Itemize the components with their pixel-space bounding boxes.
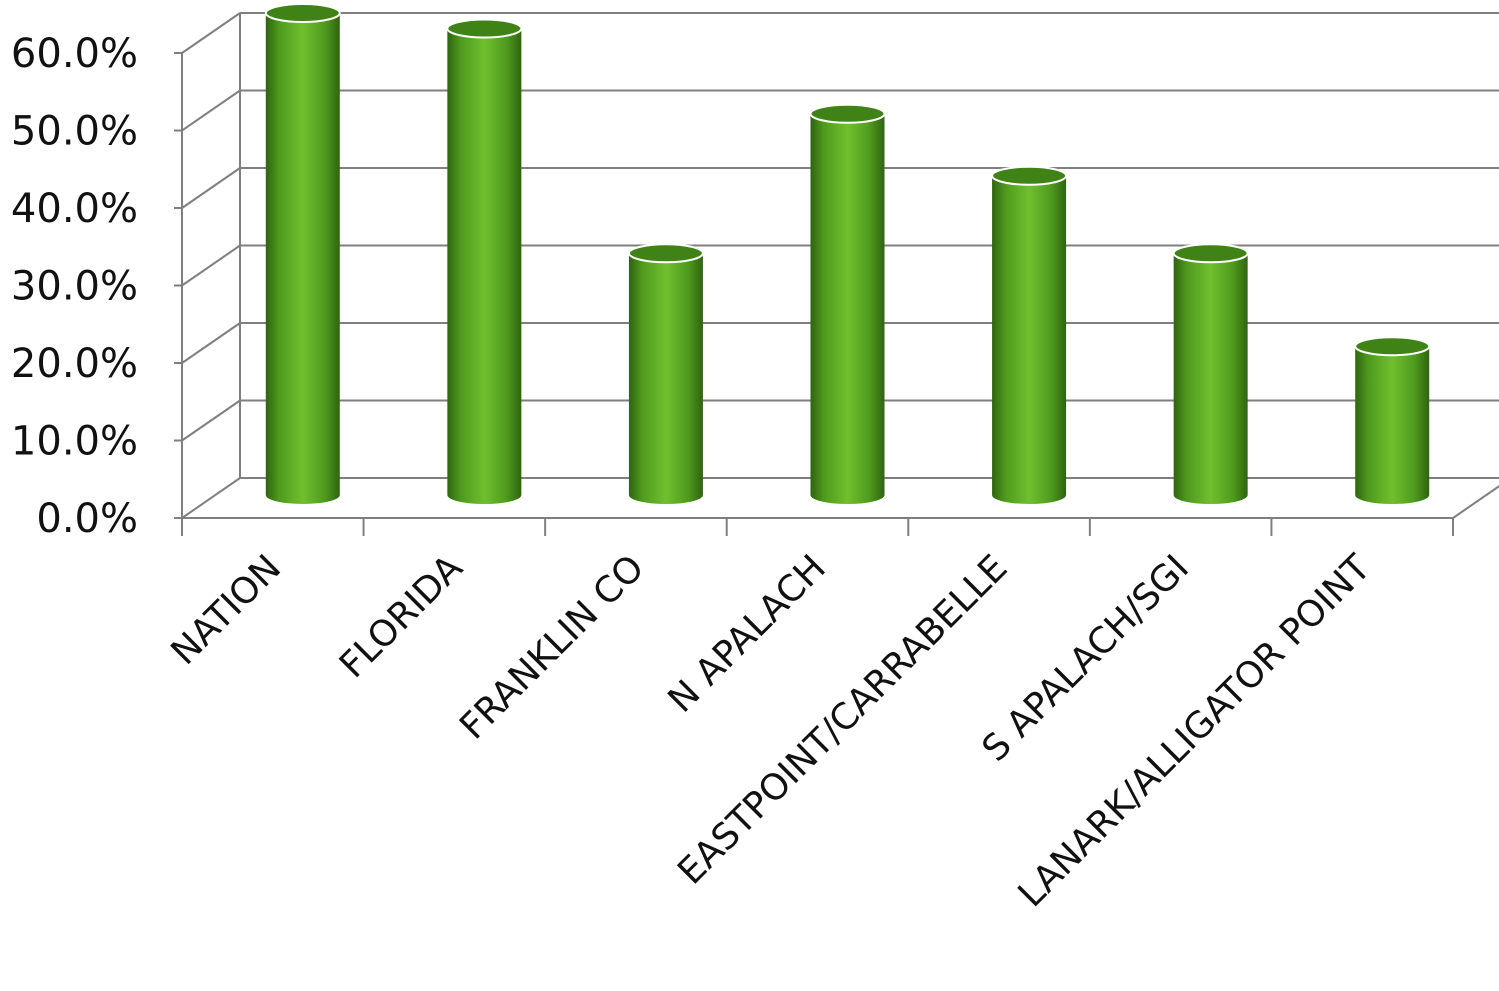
gridline-depth (181, 322, 241, 364)
bar-top (264, 3, 341, 23)
bar (627, 243, 704, 504)
bar (991, 165, 1068, 504)
bar-top (809, 103, 886, 124)
bar-body (447, 28, 522, 504)
x-tick-label: N APALACH (661, 547, 834, 720)
y-tick-label: 20.0% (11, 341, 138, 387)
gridline-depth (181, 12, 241, 54)
gridline-depth (181, 244, 241, 287)
y-tick-label: 40.0% (11, 186, 138, 232)
bar-top (1172, 243, 1249, 264)
bar (1354, 336, 1431, 504)
gridline-depth (181, 167, 241, 209)
bars (264, 3, 1431, 504)
bar (264, 3, 341, 504)
gridline-depth (181, 399, 241, 442)
axes (174, 13, 1499, 536)
bar (446, 18, 523, 504)
gridline-depth (181, 89, 241, 132)
floor-edge (1452, 485, 1499, 519)
x-tick-label: FLORIDA (332, 547, 471, 686)
bar-body (992, 175, 1067, 504)
x-tick-label: EASTPOINT/CARRABELLE (670, 547, 1015, 892)
y-tick-label: 0.0% (36, 496, 138, 542)
bar-top (1354, 336, 1431, 357)
bar (809, 103, 886, 504)
y-tick-label: 50.0% (11, 109, 138, 155)
gridline-depth (181, 477, 241, 519)
bar-body (628, 253, 703, 504)
bar-top (627, 243, 704, 264)
bar-body (1355, 346, 1430, 504)
y-tick-labels: 0.0% 10.0% 20.0% 30.0% 40.0% 50.0% 60.0% (11, 31, 138, 542)
bar-top (991, 165, 1068, 186)
x-tick-label: NATION (164, 547, 290, 673)
bar (1172, 243, 1249, 504)
bar-body (1173, 253, 1248, 504)
y-tick-label: 10.0% (11, 419, 138, 465)
y-tick-label: 60.0% (11, 31, 138, 77)
y-tick-label: 30.0% (11, 264, 138, 310)
bar-top (446, 18, 523, 39)
x-tick-label: LANARK/ALLIGATOR POINT (1011, 547, 1380, 916)
x-tick-label: FRANKLIN CO (452, 547, 652, 747)
bar-body (810, 113, 885, 504)
bar-body (265, 13, 340, 504)
